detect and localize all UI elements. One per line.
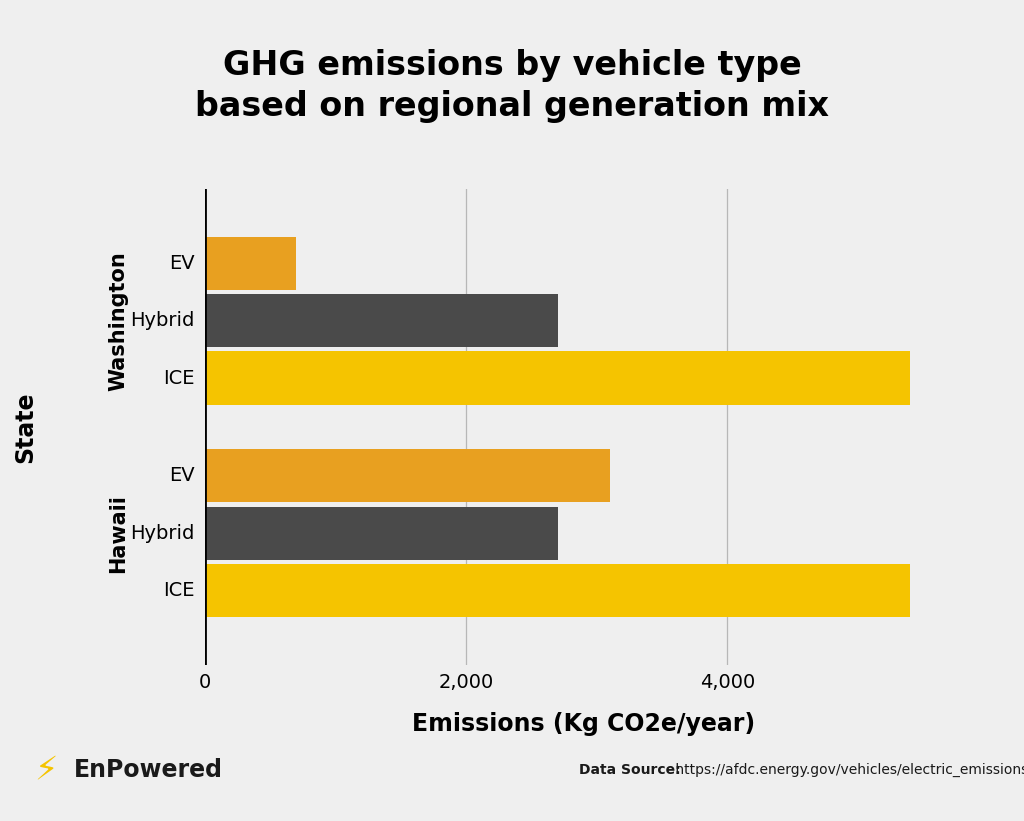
Text: EV: EV xyxy=(169,466,195,485)
Text: https://afdc.energy.gov/vehicles/electric_emissions.html: https://afdc.energy.gov/vehicles/electri… xyxy=(671,763,1024,777)
Bar xyxy=(205,236,296,290)
Text: Hybrid: Hybrid xyxy=(130,311,195,330)
Bar xyxy=(205,294,557,347)
Text: EnPowered: EnPowered xyxy=(74,758,223,782)
Text: ICE: ICE xyxy=(163,369,195,388)
X-axis label: Emissions (Kg CO2e/year): Emissions (Kg CO2e/year) xyxy=(412,712,756,736)
Text: ICE: ICE xyxy=(163,581,195,600)
Text: Hybrid: Hybrid xyxy=(130,524,195,543)
Bar xyxy=(205,564,910,617)
Text: GHG emissions by vehicle type
based on regional generation mix: GHG emissions by vehicle type based on r… xyxy=(195,49,829,123)
Text: Data Source:: Data Source: xyxy=(579,763,680,777)
Bar xyxy=(205,351,910,405)
Bar xyxy=(205,449,610,502)
Text: State: State xyxy=(13,391,38,463)
Text: EV: EV xyxy=(169,254,195,273)
Text: ⚡: ⚡ xyxy=(35,754,57,787)
Bar xyxy=(205,507,557,560)
